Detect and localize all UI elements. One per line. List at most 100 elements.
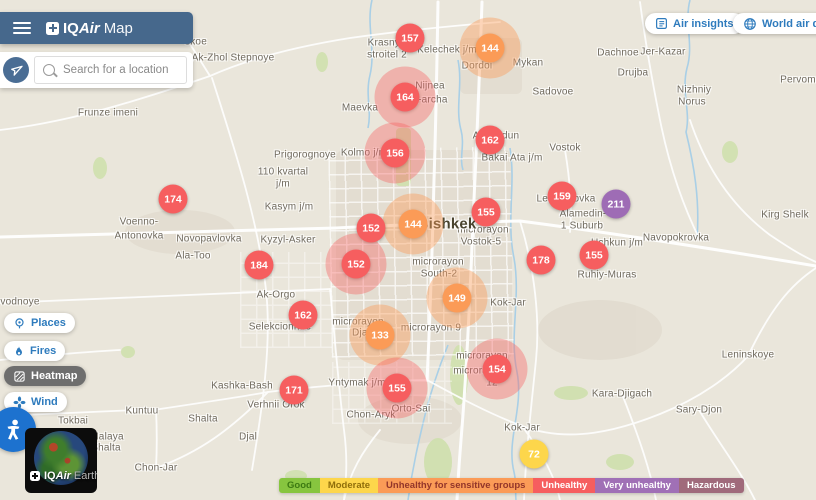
map-place-label: Vostok-5 bbox=[460, 236, 502, 248]
aqi-marker[interactable]: 164 bbox=[390, 82, 420, 112]
aqi-marker[interactable]: 155 bbox=[382, 373, 412, 403]
aqi-marker[interactable]: 144 bbox=[475, 33, 505, 63]
map-place-label: Pervomays bbox=[780, 74, 816, 86]
map-place-label: vodnoye bbox=[0, 296, 40, 308]
aqi-marker[interactable]: 154 bbox=[482, 354, 512, 384]
aqi-marker[interactable]: 157 bbox=[395, 23, 425, 53]
logo-air: Air bbox=[78, 19, 100, 37]
map-place-label: Nizhniy bbox=[676, 84, 712, 96]
map-place-label: stroitel 2 bbox=[367, 49, 407, 61]
aqi-marker[interactable]: 159 bbox=[547, 181, 577, 211]
aqi-marker[interactable]: 162 bbox=[288, 300, 318, 330]
logo-product: Map bbox=[103, 19, 133, 37]
map-place-label: Vostok bbox=[549, 142, 581, 154]
map-place-label: Nijnea bbox=[415, 80, 445, 92]
legend-segment: Very unhealthy bbox=[595, 478, 679, 493]
aqi-marker[interactable]: 211 bbox=[601, 189, 631, 219]
air-insights-button[interactable]: Air insights bbox=[645, 13, 744, 34]
map-place-label: Tokbai bbox=[57, 415, 89, 427]
map-place-label: Shalta bbox=[188, 413, 218, 425]
map-place-label: Kara-Djigach bbox=[591, 388, 653, 400]
world-air-quality-label: World air qual bbox=[762, 17, 816, 30]
aqi-marker[interactable]: 152 bbox=[356, 213, 386, 243]
world-air-quality-button[interactable]: World air qual bbox=[733, 13, 816, 34]
aqi-marker[interactable]: 174 bbox=[158, 184, 188, 214]
report-icon bbox=[656, 18, 667, 29]
map-place-label: Uchkun j/m bbox=[590, 237, 644, 249]
aqi-marker[interactable]: 155 bbox=[579, 240, 609, 270]
aqi-marker[interactable]: 162 bbox=[475, 125, 505, 155]
aqi-marker[interactable]: 72 bbox=[519, 439, 549, 469]
accessibility-person-icon bbox=[7, 419, 19, 440]
map-place-label: Djal bbox=[238, 431, 258, 443]
places-label: Places bbox=[31, 317, 66, 329]
aqi-marker[interactable]: 144 bbox=[398, 209, 428, 239]
app-header: IQ Air Map bbox=[0, 12, 193, 44]
map-place-label: microrayon bbox=[456, 350, 508, 362]
map-place-label: microrayon bbox=[412, 256, 464, 268]
map-place-label: Yntymak j/m bbox=[328, 377, 386, 389]
aqi-marker[interactable]: 156 bbox=[380, 138, 410, 168]
layer-button-heatmap[interactable]: Heatmap bbox=[4, 366, 87, 386]
map-place-label: Alamedin- bbox=[559, 208, 607, 220]
aqi-marker[interactable]: 155 bbox=[471, 197, 501, 227]
wind-label: Wind bbox=[31, 396, 58, 408]
globe-icon bbox=[744, 17, 756, 30]
map-place-label: Kashka-Bash bbox=[211, 380, 273, 392]
map-place-label: Ak-Orgo bbox=[256, 289, 296, 301]
map-place-label: Kuntuu bbox=[125, 405, 159, 417]
legend-segment: Good bbox=[279, 478, 320, 493]
map-place-label: Dachnoe bbox=[597, 47, 639, 59]
map-place-label: Malaya bbox=[90, 431, 124, 443]
aqi-marker[interactable]: 152 bbox=[341, 249, 371, 279]
locate-me-button[interactable] bbox=[3, 57, 29, 83]
search-input[interactable] bbox=[61, 63, 186, 77]
map-place-label: Djal bbox=[351, 327, 371, 339]
iqair-plus-icon bbox=[30, 471, 40, 481]
earth-globe-image bbox=[34, 431, 88, 485]
menu-icon[interactable] bbox=[13, 19, 31, 37]
aqi-marker[interactable]: 184 bbox=[244, 250, 274, 280]
aqi-marker[interactable]: 149 bbox=[442, 283, 472, 313]
map-place-label: Kelechek j/m bbox=[417, 44, 477, 56]
map-place-label: South-2 bbox=[420, 268, 458, 280]
navigation-arrow-icon bbox=[10, 65, 23, 76]
map-place-label: Jer-Kazar bbox=[640, 46, 686, 58]
map-place-label: Krasnyi bbox=[367, 37, 403, 49]
map-place-label: Mykan bbox=[512, 57, 544, 69]
aqi-marker[interactable]: 171 bbox=[279, 375, 309, 405]
map-place-label: a-archa bbox=[412, 94, 448, 106]
aqi-marker[interactable]: 133 bbox=[365, 320, 395, 350]
legend-segment: Unhealthy bbox=[533, 478, 596, 493]
legend-segment: Moderate bbox=[319, 478, 379, 493]
map-place-label: microrayon bbox=[332, 316, 384, 328]
search-panel bbox=[0, 52, 193, 88]
layer-button-places[interactable]: Places bbox=[4, 313, 75, 333]
flame-icon bbox=[16, 346, 22, 355]
map-place-label: Prigorognoye bbox=[274, 149, 336, 161]
map-place-label: Selekcionnoe bbox=[248, 321, 312, 333]
wind-icon bbox=[13, 396, 26, 408]
map-place-label: skoe bbox=[185, 36, 207, 48]
iqair-logo[interactable]: IQ Air Map bbox=[46, 20, 133, 37]
iqair-plus-icon bbox=[46, 21, 59, 35]
map-place-label: Ak-Zhol Stepnoye bbox=[191, 52, 275, 64]
legend-segment: Hazardous bbox=[678, 478, 744, 493]
aqi-marker[interactable]: 178 bbox=[526, 245, 556, 275]
map-place-label: Voenno- bbox=[119, 216, 159, 228]
map-place-label: Chon-Aryk bbox=[346, 409, 396, 421]
map-place-label: Leninskoye bbox=[721, 349, 775, 361]
map-place-label: Navopokrovka bbox=[642, 232, 710, 244]
map-place-label: Sadovoe bbox=[532, 86, 574, 98]
map-place-label: Ala-Too bbox=[175, 250, 211, 262]
layer-button-fires[interactable]: Fires bbox=[4, 341, 66, 361]
earth-logo-air: Air bbox=[55, 470, 71, 482]
map-place-label: Kolmo j/m bbox=[340, 147, 388, 159]
map-place-label: 12 bbox=[486, 377, 498, 389]
